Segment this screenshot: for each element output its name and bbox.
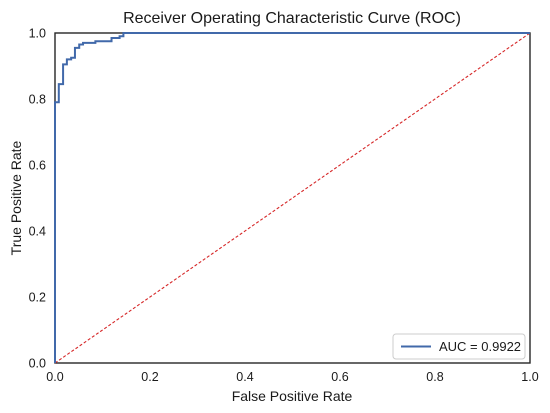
chance-diagonal-line xyxy=(54,32,531,364)
y-tick-label: 0.4 xyxy=(29,225,46,239)
x-axis-ticks: 0.0 0.2 0.4 0.6 0.8 1.0 xyxy=(46,370,538,384)
roc-curve-line xyxy=(54,32,530,363)
y-tick-label: 1.0 xyxy=(29,27,46,41)
x-tick-label: 0.8 xyxy=(426,370,443,384)
legend-label-roc: AUC = 0.9922 xyxy=(439,339,521,354)
y-tick-label: 0.0 xyxy=(29,357,46,371)
x-tick-label: 0.2 xyxy=(141,370,158,384)
y-tick-label: 0.2 xyxy=(29,291,46,305)
x-axis-label: False Positive Rate xyxy=(232,388,353,404)
x-tick-label: 0.4 xyxy=(236,370,253,384)
y-tick-label: 0.6 xyxy=(29,159,46,173)
y-axis-ticks: 0.0 0.2 0.4 0.6 0.8 1.0 xyxy=(29,27,46,371)
legend: AUC = 0.9922 xyxy=(392,333,526,360)
y-axis-label: True Positive Rate xyxy=(8,140,24,255)
chart-title: Receiver Operating Characteristic Curve … xyxy=(123,10,461,27)
x-tick-label: 0.0 xyxy=(46,370,63,384)
legend-box xyxy=(392,333,526,360)
x-tick-label: 1.0 xyxy=(521,370,538,384)
x-tick-label: 0.6 xyxy=(331,370,348,384)
y-tick-label: 0.8 xyxy=(29,93,46,107)
